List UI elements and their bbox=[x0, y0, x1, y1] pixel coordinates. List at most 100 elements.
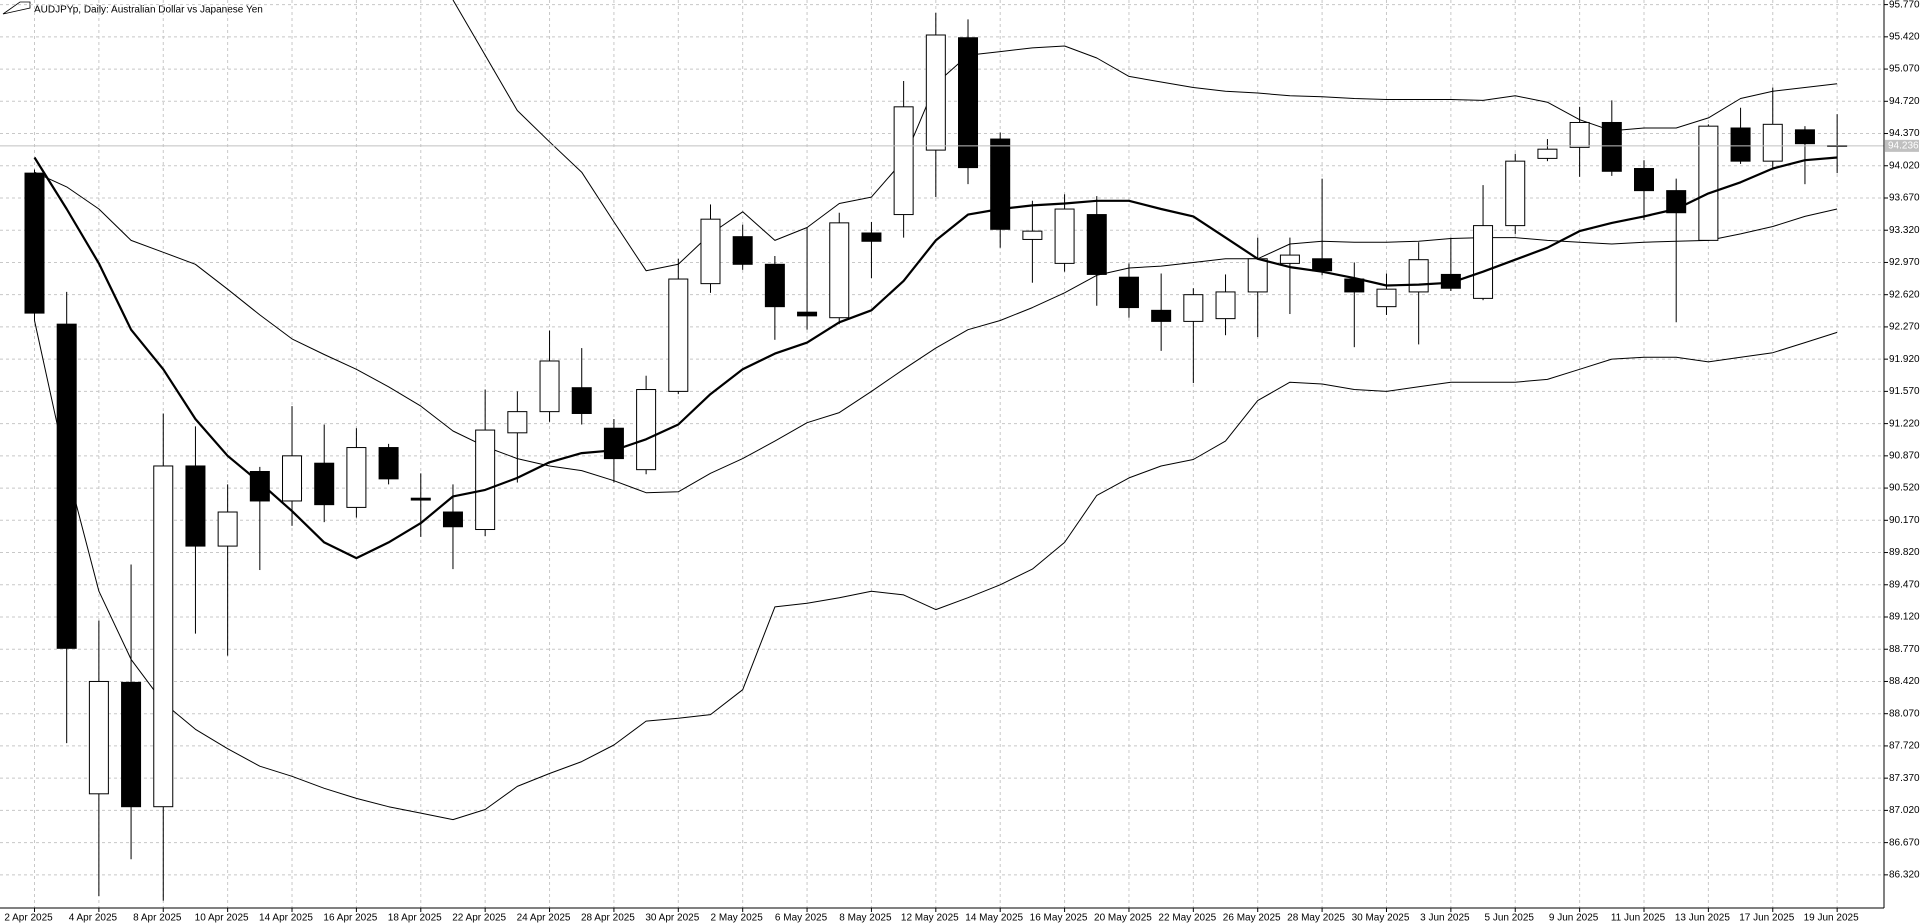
x-tick-label: 22 May 2025 bbox=[1158, 913, 1216, 923]
candle-body-down bbox=[1312, 258, 1333, 272]
x-tick-label: 12 May 2025 bbox=[901, 913, 959, 923]
y-tick-label: 95.070 bbox=[1889, 64, 1920, 75]
y-tick-label: 95.420 bbox=[1889, 31, 1920, 42]
candle-body-down bbox=[1730, 127, 1751, 162]
x-tick-label: 5 Jun 2025 bbox=[1484, 913, 1534, 923]
y-tick-label: 89.820 bbox=[1889, 547, 1920, 558]
y-tick-label: 91.220 bbox=[1889, 418, 1920, 429]
candle-body-up bbox=[636, 389, 657, 471]
x-tick-label: 26 May 2025 bbox=[1223, 913, 1281, 923]
candle-body-down bbox=[1344, 278, 1365, 293]
candle-body-down bbox=[732, 236, 753, 265]
x-tick-label: 30 May 2025 bbox=[1352, 913, 1410, 923]
y-tick-label: 89.470 bbox=[1889, 579, 1920, 590]
candle-body-down bbox=[1794, 129, 1815, 145]
candle-body-down bbox=[1634, 168, 1654, 192]
candle-body-down bbox=[797, 311, 818, 317]
x-tick-label: 8 May 2025 bbox=[839, 913, 892, 923]
candle-body-down bbox=[603, 427, 624, 460]
y-tick-label: 95.770 bbox=[1889, 0, 1920, 10]
candle-body-down bbox=[185, 465, 206, 547]
x-tick-label: 9 Jun 2025 bbox=[1549, 913, 1599, 923]
x-tick-label: 11 Jun 2025 bbox=[1611, 913, 1666, 923]
x-tick-label: 19 Jun 2025 bbox=[1804, 913, 1859, 923]
candle-body-up bbox=[1247, 258, 1268, 293]
x-tick-label: 18 Apr 2025 bbox=[388, 913, 442, 923]
candle-body-up bbox=[539, 360, 560, 413]
band-lower bbox=[34, 320, 1838, 821]
candle-body-down bbox=[861, 232, 882, 242]
candle-body-up bbox=[346, 447, 367, 508]
candle-body-up bbox=[925, 34, 946, 151]
x-tick-label: 28 May 2025 bbox=[1287, 913, 1345, 923]
candle-body-up bbox=[475, 429, 496, 531]
candle-body-up bbox=[1022, 230, 1043, 240]
y-tick-label: 94.720 bbox=[1889, 96, 1920, 107]
x-tick-label: 17 Jun 2025 bbox=[1739, 913, 1794, 923]
y-tick-label: 88.420 bbox=[1889, 676, 1920, 687]
candle-body-down bbox=[1151, 309, 1172, 322]
x-tick-label: 20 May 2025 bbox=[1094, 913, 1152, 923]
candle-body-down bbox=[442, 511, 463, 528]
y-tick-label: 92.970 bbox=[1889, 257, 1920, 268]
candle-body-up bbox=[217, 511, 238, 547]
x-tick-label: 14 May 2025 bbox=[965, 913, 1023, 923]
candle-body-up bbox=[700, 218, 721, 285]
candle-body-down bbox=[571, 387, 592, 414]
y-tick-label: 88.770 bbox=[1889, 644, 1920, 655]
current-price-box bbox=[1885, 139, 1919, 152]
candle-body-down bbox=[1118, 276, 1139, 309]
x-tick-label: 13 Jun 2025 bbox=[1675, 913, 1730, 923]
x-tick-label: 24 Apr 2025 bbox=[517, 913, 571, 923]
candle-body-down bbox=[958, 37, 979, 169]
candle-body-up bbox=[829, 222, 850, 319]
y-tick-label: 87.370 bbox=[1889, 773, 1920, 784]
candle-body-up bbox=[507, 411, 528, 434]
candle-body-down bbox=[410, 497, 431, 501]
y-tick-label: 87.020 bbox=[1889, 805, 1920, 816]
x-tick-label: 6 May 2025 bbox=[775, 913, 828, 923]
y-tick-label: 88.070 bbox=[1889, 708, 1920, 719]
x-tick-label: 16 May 2025 bbox=[1030, 913, 1088, 923]
y-tick-label: 91.570 bbox=[1889, 386, 1920, 397]
candle-body-up bbox=[1215, 291, 1236, 320]
candle-body-down bbox=[990, 138, 1011, 230]
x-tick-label: 22 Apr 2025 bbox=[452, 913, 506, 923]
x-tick-label: 16 Apr 2025 bbox=[323, 913, 377, 923]
candle-body-up bbox=[1183, 294, 1204, 322]
candle-body-up bbox=[1569, 121, 1590, 148]
x-tick-label: 10 Apr 2025 bbox=[195, 913, 249, 923]
candle-body-down bbox=[56, 323, 77, 649]
x-tick-label: 3 Jun 2025 bbox=[1420, 913, 1470, 923]
y-tick-label: 90.170 bbox=[1889, 515, 1920, 526]
candle-body-up bbox=[282, 455, 303, 502]
candle-body-down bbox=[314, 462, 335, 506]
chart-icon bbox=[2, 1, 31, 15]
x-tick-label: 2 Apr 2025 bbox=[4, 913, 53, 923]
candle-body-down bbox=[1086, 214, 1107, 275]
x-tick-label: 8 Apr 2025 bbox=[133, 913, 182, 923]
y-tick-label: 91.920 bbox=[1889, 354, 1920, 365]
candle-body-up bbox=[1408, 259, 1429, 293]
chart-title: AUDJPYp, Daily: Australian Dollar vs Jap… bbox=[34, 5, 263, 16]
candle-body-down bbox=[764, 263, 785, 308]
y-tick-label: 89.120 bbox=[1889, 612, 1920, 623]
y-tick-label: 86.320 bbox=[1889, 869, 1920, 880]
candle-body-up bbox=[1762, 123, 1783, 162]
candle-body-down bbox=[24, 172, 45, 314]
candle-body-up bbox=[1279, 254, 1300, 264]
y-tick-label: 94.020 bbox=[1889, 160, 1920, 171]
current-price-label: 94.236 bbox=[1888, 141, 1919, 152]
y-tick-label: 93.670 bbox=[1889, 193, 1920, 204]
candle-body-up bbox=[1054, 208, 1075, 264]
y-tick-label: 90.870 bbox=[1889, 450, 1920, 461]
candle-body-up bbox=[1473, 225, 1494, 299]
moving-average bbox=[33, 156, 1838, 560]
band-middle bbox=[34, 171, 1838, 494]
candle-body-up bbox=[893, 106, 914, 216]
candle-body-up bbox=[153, 465, 174, 808]
candle-body-up bbox=[668, 278, 689, 392]
candle-body-down bbox=[1601, 121, 1622, 172]
